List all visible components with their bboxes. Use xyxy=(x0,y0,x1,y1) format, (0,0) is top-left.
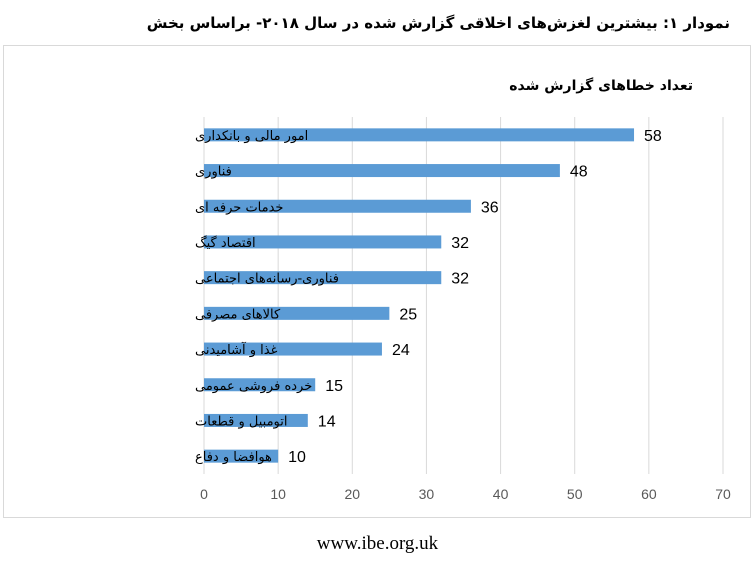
data-label: 32 xyxy=(451,271,469,288)
bar xyxy=(204,449,279,463)
data-label: 48 xyxy=(570,164,588,181)
x-tick-label: 30 xyxy=(419,486,435,502)
data-label: 25 xyxy=(399,306,417,323)
bar xyxy=(204,271,442,285)
bar xyxy=(204,164,560,178)
x-tick-label: 10 xyxy=(270,486,286,502)
data-label: 15 xyxy=(325,378,343,395)
x-tick-label: 40 xyxy=(493,486,509,502)
figure-title: نمودار ۱: بیشترین لغزش‌های اخلاقی گزارش … xyxy=(146,14,730,32)
bar xyxy=(204,342,382,356)
category-labels: امور مالی و بانکداری فناوری خدمات حرفه ای ا… xyxy=(195,129,339,465)
category-label: غذا و آشامیدنی xyxy=(195,341,278,358)
bar xyxy=(204,235,442,249)
category-label: کالاهای مصرفی xyxy=(195,307,281,322)
category-label: فناوری-رسانه‌های اجتماعی xyxy=(195,272,339,287)
data-label: 58 xyxy=(644,128,662,145)
x-axis-ticks: 0 10 20 30 40 50 60 70 xyxy=(200,486,731,502)
data-label: 24 xyxy=(392,342,410,359)
data-labels: 58 48 36 32 32 25 24 15 14 10 xyxy=(288,128,662,466)
x-tick-label: 60 xyxy=(641,486,657,502)
bar xyxy=(204,128,635,142)
data-label: 36 xyxy=(481,199,499,216)
bar xyxy=(204,306,390,320)
data-label: 14 xyxy=(318,413,336,430)
category-label: خدمات حرفه ای xyxy=(195,200,283,215)
data-label: 10 xyxy=(288,449,306,466)
bar xyxy=(204,378,316,392)
data-label: 32 xyxy=(451,235,469,252)
x-tick-label: 70 xyxy=(715,486,731,502)
category-label: هوافضا و دفاع xyxy=(195,450,272,465)
x-tick-label: 0 xyxy=(200,486,208,502)
category-label: امور مالی و بانکداری xyxy=(195,129,308,144)
category-label: فناوری xyxy=(195,165,232,180)
x-tick-label: 50 xyxy=(567,486,583,502)
bars xyxy=(204,128,635,463)
category-label: خرده فروشی عمومی xyxy=(195,379,312,394)
chart-title: تعداد خطاهای گزارش شده xyxy=(509,78,693,94)
bar xyxy=(204,413,308,427)
bar xyxy=(204,199,471,213)
x-tick-label: 20 xyxy=(344,486,360,502)
footer-url: www.ibe.org.uk xyxy=(316,533,439,554)
category-label: اتومبیل و قطعات xyxy=(195,414,288,429)
category-label: اقتصاد گیگ xyxy=(195,235,256,251)
